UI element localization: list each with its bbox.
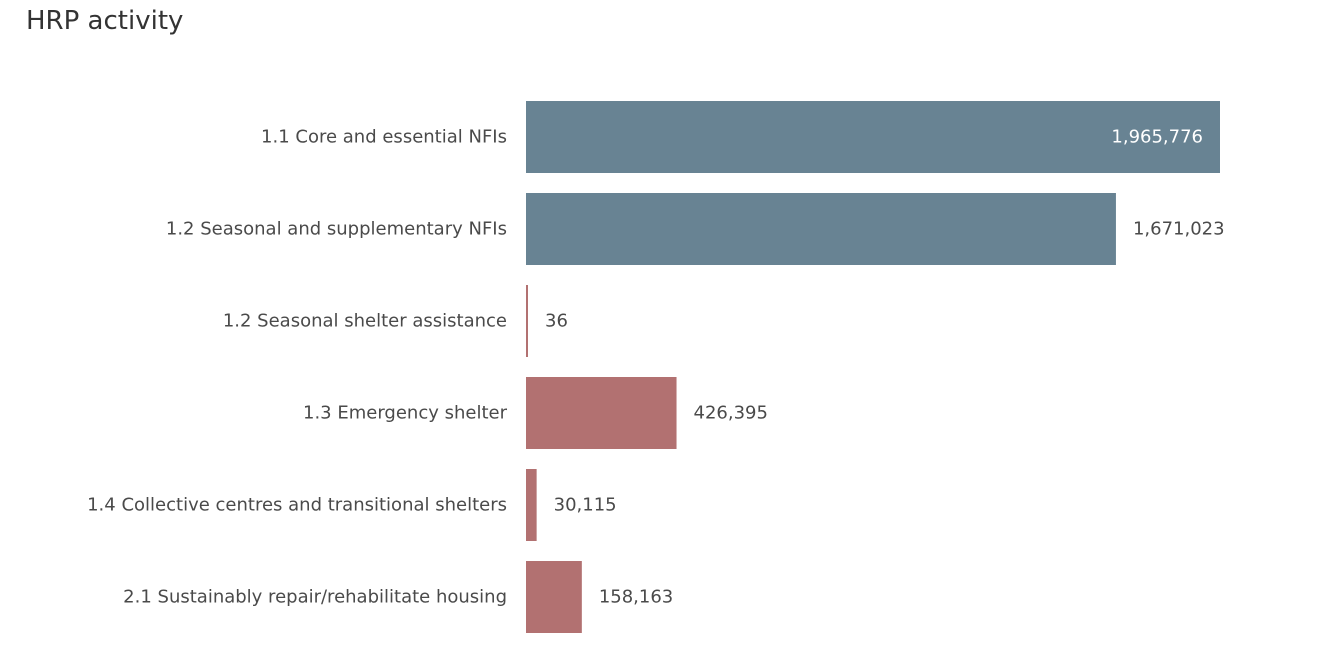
value-label: 36 [545, 311, 568, 332]
bar [526, 193, 1116, 265]
category-label: 1.3 Emergency shelter [303, 403, 508, 424]
bar [526, 377, 677, 449]
chart-title: HRP activity [26, 6, 184, 36]
category-label: 2.1 Sustainably repair/rehabilitate hous… [123, 587, 507, 608]
category-label: 1.2 Seasonal and supplementary NFIs [166, 219, 507, 240]
bars [526, 101, 1220, 633]
value-label: 426,395 [694, 403, 768, 424]
value-label: 158,163 [599, 587, 673, 608]
category-labels: 1.1 Core and essential NFIs 1.2 Seasonal … [87, 127, 507, 608]
bar [526, 561, 582, 633]
bar [526, 101, 1220, 173]
category-label: 1.2 Seasonal shelter assistance [223, 311, 507, 332]
category-label: 1.1 Core and essential NFIs [261, 127, 507, 148]
value-labels: 1,965,776 1,671,023 36 426,395 30,115 158,163 [545, 127, 1225, 608]
bar [526, 285, 528, 357]
value-label: 1,965,776 [1111, 127, 1203, 148]
category-label: 1.4 Collective centres and transitional … [87, 495, 507, 516]
value-label: 1,671,023 [1133, 219, 1225, 240]
bar [526, 469, 537, 541]
value-label: 30,115 [554, 495, 617, 516]
